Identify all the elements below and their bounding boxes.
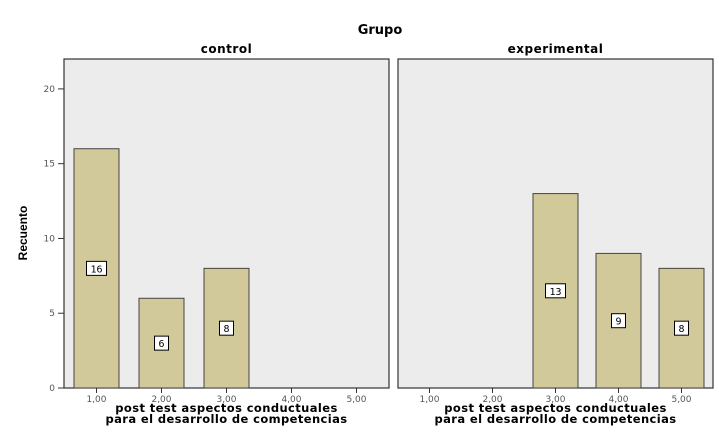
data-label-box	[611, 313, 626, 329]
panel-control: control 16 1,00 6 2,00 8 3,00 4,00 5,00 post test…	[63, 42, 390, 426]
y-tick-label: 15	[44, 160, 55, 170]
x-tick-label: 1,00	[86, 395, 106, 405]
data-label: 13	[549, 287, 561, 298]
data-label: 8	[678, 324, 684, 335]
data-label-box	[154, 335, 169, 351]
chart-panels: 0 5 10 15 20 control 16 1,00 6 2,00 8 3,00 4,00 5,00 p…	[44, 42, 714, 426]
x-tick-label: 2,00	[482, 395, 502, 405]
data-label-box	[545, 283, 566, 299]
x-tick-label: 4,00	[281, 395, 301, 405]
x-tick-label: 5,00	[671, 395, 691, 405]
x-tick-label: 4,00	[608, 395, 628, 405]
data-label-box	[86, 260, 107, 276]
x-tick-label: 2,00	[151, 395, 171, 405]
data-label: 8	[223, 324, 229, 335]
y-tick-label: 10	[44, 234, 56, 244]
x-tick-label: 3,00	[545, 395, 565, 405]
x-axis-label-line: para el desarrollo de competencias	[105, 412, 347, 426]
panel-title: experimental	[508, 42, 604, 56]
data-label: 9	[615, 317, 621, 328]
y-axis-label: Recuento	[16, 206, 30, 261]
x-tick-label: 1,00	[419, 395, 439, 405]
data-label-box	[674, 320, 689, 336]
x-axis-label-line: post test aspectos conductuales	[444, 401, 666, 415]
chart-title: Grupo	[358, 23, 403, 38]
y-tick-label: 0	[49, 384, 55, 394]
data-label: 6	[158, 339, 164, 350]
data-label: 16	[90, 264, 102, 275]
panel-title: control	[201, 42, 252, 56]
y-tick-label: 20	[44, 85, 56, 95]
x-tick-label: 5,00	[346, 395, 366, 405]
data-label-box	[219, 320, 234, 336]
panel-experimental: experimental 1,00 2,00 13 3,00 9 4,00 8 5,00 post…	[397, 42, 714, 426]
x-axis-label-line: para el desarrollo de competencias	[434, 412, 676, 426]
y-tick-label: 5	[49, 309, 55, 319]
x-tick-label: 3,00	[216, 395, 236, 405]
x-axis-label-line: post test aspectos conductuales	[115, 401, 337, 415]
